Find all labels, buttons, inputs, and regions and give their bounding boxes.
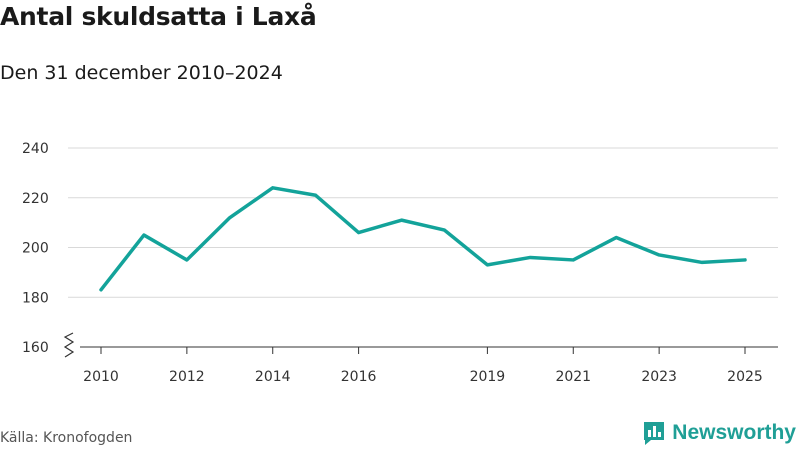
axis-break-zigzag <box>63 332 75 358</box>
chart-title: Antal skuldsatta i Laxå <box>0 2 317 31</box>
x-tick-label-2016: 2016 <box>341 369 377 385</box>
data-point-2017 <box>400 218 404 222</box>
x-tick-label-2023: 2023 <box>641 369 677 385</box>
x-axis <box>80 346 778 354</box>
x-axis-tick-labels: 2010 2012 2014 2016 2019 2021 2023 2025 <box>83 369 763 385</box>
x-tick-label-2014: 2014 <box>255 369 291 385</box>
data-point-2011 <box>142 233 146 237</box>
x-tick-label-2025: 2025 <box>727 369 763 385</box>
data-point-2014 <box>271 186 275 190</box>
x-tick-label-2019: 2019 <box>470 369 506 385</box>
data-point-2018 <box>442 228 446 232</box>
data-point-2013 <box>228 216 232 220</box>
newsworthy-logo-icon <box>644 422 665 445</box>
chart-subtitle: Den 31 december 2010–2024 <box>0 62 283 84</box>
x-tick-label-2021: 2021 <box>555 369 591 385</box>
y-tick-label-240: 240 <box>22 141 49 157</box>
source-note: Källa: Kronofogden <box>0 430 133 446</box>
data-point-2015 <box>314 193 318 197</box>
data-point-2022 <box>614 236 618 240</box>
x-tick-label-2012: 2012 <box>169 369 205 385</box>
data-point-2016 <box>357 231 361 235</box>
axis-break-marker <box>63 332 75 358</box>
y-tick-label-160: 160 <box>22 340 49 356</box>
data-point-2010 <box>99 288 103 292</box>
y-axis-tick-labels: 160 180 200 220 240 <box>22 141 49 356</box>
grid-lines <box>68 147 778 298</box>
y-tick-label-180: 180 <box>22 290 49 306</box>
data-point-2023 <box>657 253 661 257</box>
data-point-2019 <box>485 263 489 267</box>
series-line-0 <box>99 186 747 292</box>
data-point-2025 <box>743 258 747 262</box>
x-tick-label-2010: 2010 <box>83 369 119 385</box>
data-point-2012 <box>185 258 189 262</box>
data-point-2021 <box>571 258 575 262</box>
data-point-2024 <box>700 260 704 264</box>
y-tick-label-200: 200 <box>22 241 49 257</box>
newsworthy-logo: Newsworthy <box>642 420 796 446</box>
y-tick-label-220: 220 <box>22 191 49 207</box>
data-point-2020 <box>528 255 532 259</box>
newsworthy-logo-text: Newsworthy <box>672 421 796 444</box>
series-group <box>99 186 747 292</box>
